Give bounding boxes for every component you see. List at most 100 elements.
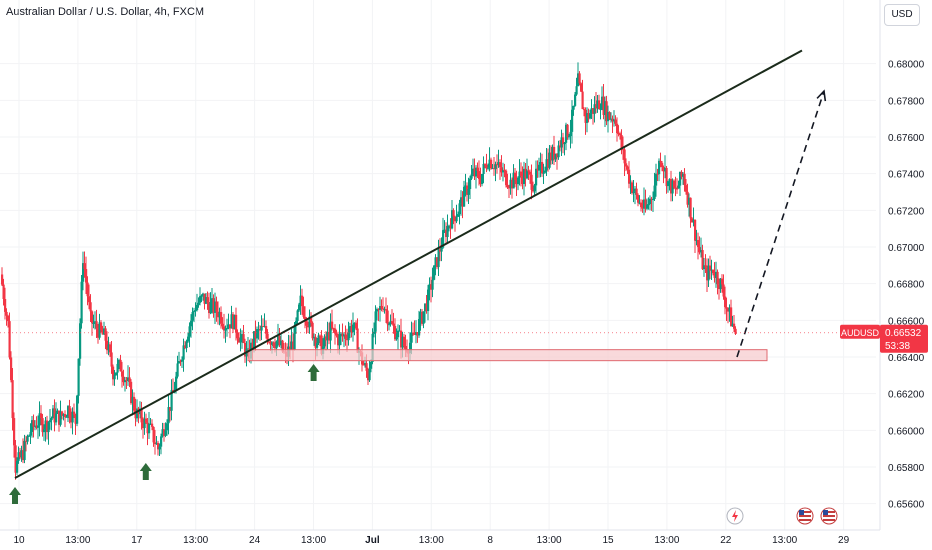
candle-body <box>340 333 343 335</box>
y-tick-label: 0.66000 <box>888 426 925 437</box>
candle-body <box>605 101 608 122</box>
candle-body <box>557 145 560 158</box>
candle-body <box>85 269 88 283</box>
candle-body <box>398 330 401 332</box>
candle-body <box>148 423 151 434</box>
candle-body <box>206 297 209 303</box>
candle-body <box>136 408 139 419</box>
candle-body <box>82 263 85 282</box>
candle-body <box>281 340 284 352</box>
candle-body <box>194 310 197 312</box>
candle-body <box>76 395 79 424</box>
candle-body <box>200 295 203 297</box>
x-axis: 10 13:00 17 13:00 24 13:00 Jul 13:00 8 13:00 15 13:… <box>0 529 880 546</box>
x-tick-label: 24 <box>249 535 261 546</box>
candle-body <box>488 159 491 168</box>
candle-body <box>487 167 490 169</box>
candle-body <box>686 191 689 205</box>
candle-body <box>433 265 436 280</box>
y-tick-label: 0.67800 <box>888 96 925 107</box>
candle-body <box>52 408 55 419</box>
candle-body <box>617 133 620 135</box>
candle-body <box>508 187 511 189</box>
candles <box>1 62 737 480</box>
candle-body <box>403 336 406 347</box>
candle-body <box>620 135 623 150</box>
candle-body <box>592 108 595 114</box>
candle-body <box>647 204 650 206</box>
candle-body <box>332 328 335 330</box>
candle-body <box>278 336 281 346</box>
candle-body <box>464 185 467 187</box>
candle-body <box>98 322 101 338</box>
candle-body <box>383 309 386 311</box>
candle-body <box>307 325 310 328</box>
candle-body <box>554 153 557 160</box>
candle-body <box>704 265 707 268</box>
candle-body <box>683 173 686 186</box>
candle-body <box>581 91 584 110</box>
candle-body <box>128 377 131 382</box>
candle-body <box>211 298 214 302</box>
candle-body <box>212 298 215 313</box>
candle-body <box>298 304 301 311</box>
candle-body <box>455 216 458 222</box>
trendline <box>14 49 803 479</box>
x-tick-label: 13:00 <box>654 535 679 546</box>
candle-body <box>553 146 556 160</box>
candle-body <box>505 170 508 186</box>
candle-body <box>338 334 341 346</box>
currency-button[interactable]: USD <box>884 4 920 26</box>
candle-body <box>719 278 722 290</box>
candle-body <box>430 284 433 290</box>
candle-body <box>145 418 148 423</box>
candle-body <box>304 316 307 320</box>
candle-body <box>440 247 443 252</box>
candle-body <box>695 240 698 242</box>
candle-body <box>331 321 334 329</box>
candle-body <box>157 442 160 450</box>
x-tick-label: 10 <box>13 535 25 546</box>
candle-body <box>215 301 218 312</box>
candle-body <box>308 316 311 328</box>
candle-body <box>611 118 614 122</box>
candle-body <box>130 381 133 404</box>
candle-body <box>434 257 437 266</box>
candle-body <box>734 328 737 334</box>
candle-body <box>94 321 97 323</box>
candle-body <box>79 323 82 359</box>
candle-body <box>589 113 592 119</box>
candle-body <box>325 336 328 341</box>
candle-body <box>691 218 694 223</box>
candle-body <box>439 249 442 252</box>
candle-body <box>491 167 494 169</box>
candle-body <box>43 429 46 433</box>
y-tick-label: 0.65800 <box>888 463 925 474</box>
candle-body <box>221 323 224 327</box>
candle-body <box>269 341 272 345</box>
candle-body <box>515 179 518 185</box>
candle-body <box>310 316 313 323</box>
candle-body <box>181 359 184 362</box>
us-flag-icon <box>799 511 811 513</box>
candle-body <box>104 328 107 341</box>
candle-body <box>233 314 236 330</box>
candle-body <box>139 409 142 415</box>
support-zone <box>247 349 768 362</box>
candle-body <box>653 185 656 200</box>
candle-body <box>238 338 241 343</box>
candle-body <box>166 423 169 431</box>
candle-body <box>511 179 514 189</box>
candle-body <box>217 311 220 318</box>
candle-body <box>478 171 481 180</box>
candle-body <box>400 330 403 348</box>
candle-body <box>454 216 457 222</box>
candle-body <box>539 162 542 165</box>
candle-body <box>188 326 191 337</box>
candle-body <box>568 136 571 138</box>
candle-body <box>355 322 358 329</box>
candle-body <box>535 168 538 186</box>
candle-body <box>299 295 302 305</box>
candle-body <box>125 380 128 382</box>
candle-body <box>89 302 92 312</box>
